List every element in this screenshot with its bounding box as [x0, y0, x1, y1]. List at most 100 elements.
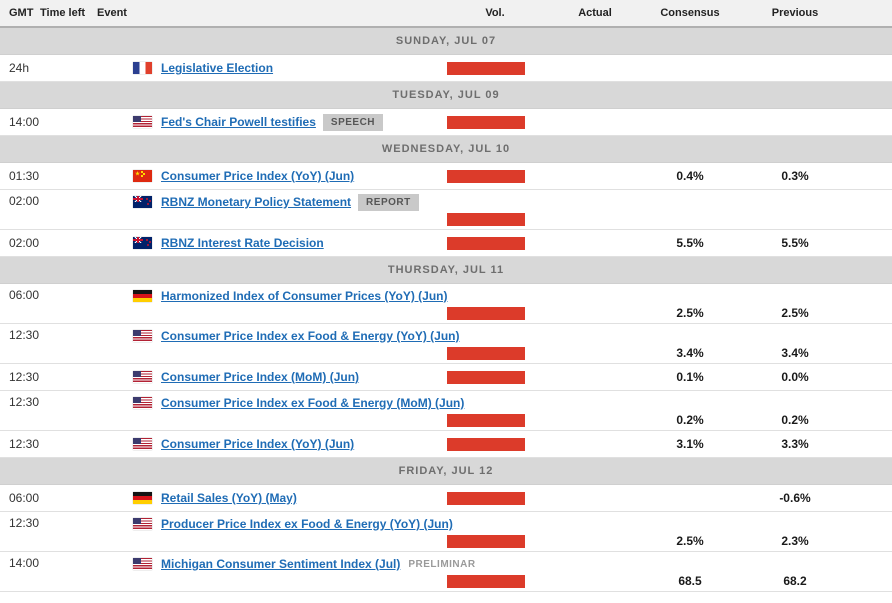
volatility-bar — [447, 346, 525, 360]
date-separator: WEDNESDAY, JUL 10 — [0, 136, 892, 163]
gmt-time: 12:30 — [9, 370, 40, 384]
volatility-bar — [447, 370, 525, 384]
germany-flag-icon — [133, 492, 152, 504]
volatility-bar — [447, 61, 525, 75]
consensus-value: 3.4% — [676, 346, 704, 360]
event-link[interactable]: Producer Price Index ex Food & Energy (Y… — [161, 517, 453, 531]
previous-value: 2.3% — [781, 534, 809, 548]
volatility-bar — [447, 574, 525, 588]
gmt-time: 12:30 — [9, 395, 40, 409]
event-tag: PRELIMINAR — [408, 558, 476, 570]
calendar-body: SUNDAY, JUL 07 24h Legislative Election … — [0, 28, 892, 592]
us-flag-icon — [133, 330, 152, 342]
event-row: 06:00 Retail Sales (YoY) (May) -0.6% — [0, 485, 892, 512]
consensus-value: 0.4% — [676, 169, 704, 183]
volatility-bar — [447, 491, 525, 505]
volatility-bar — [447, 437, 525, 451]
us-flag-icon — [133, 397, 152, 409]
us-flag-icon — [133, 518, 152, 530]
event-link[interactable]: Consumer Price Index (YoY) (Jun) — [161, 169, 355, 183]
event-row: 12:30 Consumer Price Index ex Food & Ene… — [0, 391, 892, 431]
us-flag-icon — [133, 371, 152, 383]
gmt-time: 06:00 — [9, 288, 40, 302]
gmt-time: 01:30 — [9, 169, 40, 183]
event-link[interactable]: Retail Sales (YoY) (May) — [161, 491, 297, 505]
event-link[interactable]: Harmonized Index of Consumer Prices (YoY… — [161, 289, 448, 303]
event-link[interactable]: Consumer Price Index (YoY) (Jun) — [161, 437, 355, 451]
event-link[interactable]: Consumer Price Index ex Food & Energy (Y… — [161, 329, 460, 343]
gmt-time: 06:00 — [9, 491, 40, 505]
event-row: 24h Legislative Election — [0, 55, 892, 82]
volatility-bar — [447, 212, 525, 226]
volatility-bar — [447, 236, 525, 250]
event-row: 06:00 Harmonized Index of Consumer Price… — [0, 284, 892, 324]
event-link[interactable]: Consumer Price Index (MoM) (Jun) — [161, 370, 360, 384]
column-header-time-left: Time left — [40, 7, 86, 19]
event-link[interactable]: RBNZ Interest Rate Decision — [161, 236, 324, 250]
gmt-time: 12:30 — [9, 328, 40, 342]
consensus-value: 0.1% — [676, 370, 704, 384]
date-separator: FRIDAY, JUL 12 — [0, 458, 892, 485]
event-type-badge: REPORT — [358, 193, 419, 211]
date-separator: THURSDAY, JUL 11 — [0, 257, 892, 284]
event-type-badge: SPEECH — [322, 113, 384, 131]
us-flag-icon — [133, 438, 152, 450]
date-separator-label: SUNDAY, JUL 07 — [395, 35, 497, 47]
event-row: 01:30 Consumer Price Index (YoY) (Jun) 0… — [0, 163, 892, 190]
consensus-value: 2.5% — [676, 534, 704, 548]
previous-value: 0.2% — [781, 413, 809, 427]
event-link[interactable]: Michigan Consumer Sentiment Index (Jul) — [161, 557, 401, 571]
consensus-value: 68.5 — [678, 574, 702, 588]
date-separator-label: WEDNESDAY, JUL 10 — [381, 143, 511, 155]
column-header-vol: Vol. — [485, 7, 505, 19]
previous-value: 3.4% — [781, 346, 809, 360]
previous-value: -0.6% — [779, 491, 811, 505]
event-row: 12:30 Consumer Price Index ex Food & Ene… — [0, 324, 892, 364]
event-link[interactable]: Legislative Election — [161, 61, 274, 75]
gmt-time: 02:00 — [9, 236, 40, 250]
date-separator-label: THURSDAY, JUL 11 — [387, 264, 505, 276]
gmt-time: 12:30 — [9, 516, 40, 530]
consensus-value: 2.5% — [676, 306, 704, 320]
event-row: 12:30 Consumer Price Index (YoY) (Jun) 3… — [0, 431, 892, 458]
consensus-value: 3.1% — [676, 437, 704, 451]
volatility-bar — [447, 169, 525, 183]
germany-flag-icon — [133, 290, 152, 302]
date-separator-label: FRIDAY, JUL 12 — [398, 465, 494, 477]
previous-value: 68.2 — [783, 574, 807, 588]
consensus-value: 5.5% — [676, 236, 704, 250]
china-flag-icon — [133, 170, 152, 182]
volatility-bar — [447, 534, 525, 548]
gmt-time: 02:00 — [9, 194, 40, 208]
column-header-consensus: Consensus — [660, 7, 720, 19]
gmt-time: 14:00 — [9, 556, 40, 570]
volatility-bar — [447, 306, 525, 320]
event-link[interactable]: RBNZ Monetary Policy Statement — [161, 195, 352, 209]
column-header-gmt: GMT — [9, 7, 34, 19]
date-separator: TUESDAY, JUL 09 — [0, 82, 892, 109]
column-header-actual: Actual — [578, 7, 612, 19]
event-link[interactable]: Consumer Price Index ex Food & Energy (M… — [161, 396, 465, 410]
event-row: 12:30 Producer Price Index ex Food & Ene… — [0, 512, 892, 552]
volatility-bar — [447, 413, 525, 427]
calendar-column-header: GMT Time left Event Vol. Actual Consensu… — [0, 0, 892, 28]
column-header-previous: Previous — [771, 7, 819, 19]
event-row: 14:00 Fed's Chair Powell testifies SPEEC… — [0, 109, 892, 136]
event-link[interactable]: Fed's Chair Powell testifies — [161, 115, 316, 129]
previous-value: 0.0% — [781, 370, 809, 384]
date-separator-label: TUESDAY, JUL 09 — [392, 89, 500, 101]
event-row: 02:00 RBNZ Interest Rate Decision 5.5% 5… — [0, 230, 892, 257]
new-zealand-flag-icon — [133, 196, 152, 208]
previous-value: 0.3% — [781, 169, 809, 183]
consensus-value: 0.2% — [676, 413, 704, 427]
event-row: 12:30 Consumer Price Index (MoM) (Jun) 0… — [0, 364, 892, 391]
previous-value: 5.5% — [781, 236, 809, 250]
us-flag-icon — [133, 116, 152, 128]
date-separator: SUNDAY, JUL 07 — [0, 28, 892, 55]
previous-value: 3.3% — [781, 437, 809, 451]
volatility-bar — [447, 115, 525, 129]
previous-value: 2.5% — [781, 306, 809, 320]
event-row: 02:00 RBNZ Monetary Policy Statement REP… — [0, 190, 892, 230]
us-flag-icon — [133, 558, 152, 570]
